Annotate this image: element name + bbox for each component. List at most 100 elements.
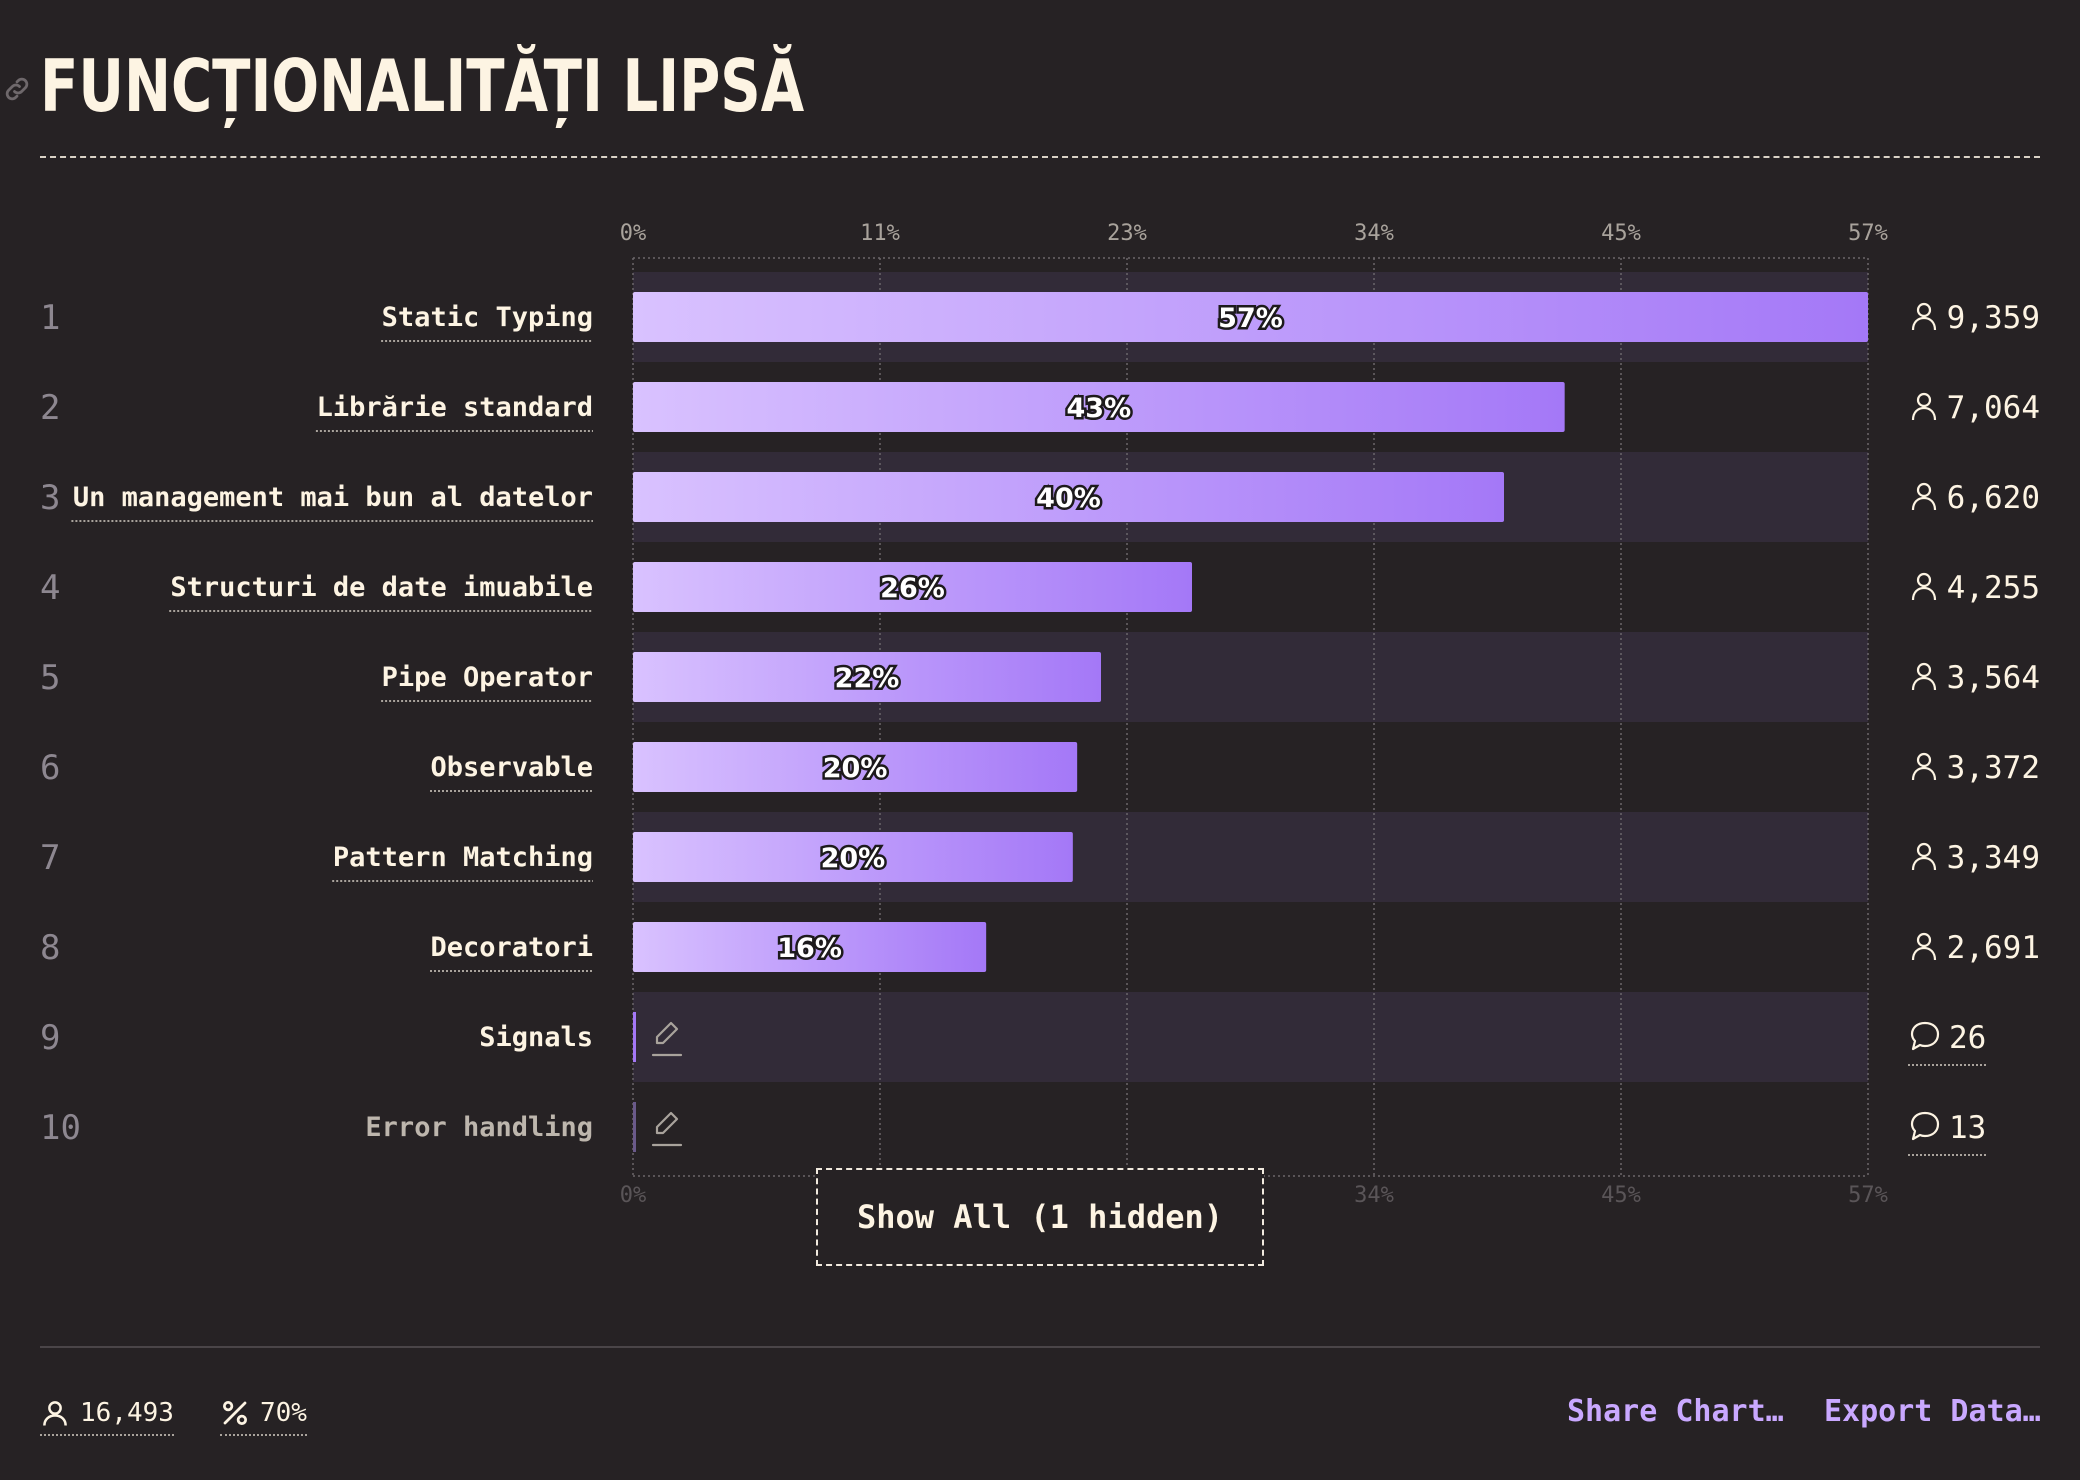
comment-icon[interactable] bbox=[1910, 1021, 1940, 1051]
user-icon-head bbox=[1916, 752, 1932, 768]
row-label[interactable]: Observable bbox=[430, 752, 593, 783]
user-icon-head bbox=[1916, 572, 1932, 588]
bar[interactable] bbox=[633, 742, 1078, 792]
pencil-icon-body bbox=[655, 1021, 679, 1045]
bar[interactable] bbox=[633, 562, 1192, 612]
bar-value-label: 26% bbox=[880, 573, 945, 604]
user-icon bbox=[1911, 302, 1937, 331]
row-label[interactable]: Error handling bbox=[365, 1112, 593, 1143]
x-tick-label-bottom: 0% bbox=[620, 1183, 647, 1208]
bar[interactable] bbox=[633, 292, 1868, 342]
row-stripe bbox=[633, 992, 1868, 1082]
comment-count[interactable]: 13 bbox=[1949, 1110, 1986, 1146]
row-rank: 2 bbox=[40, 388, 60, 428]
bar-value-label: 16% bbox=[777, 933, 842, 964]
bar-chart: 0%0%11%11%23%23%34%34%45%45%57%57% 57%43… bbox=[40, 221, 2040, 1208]
bar-value-label: 40% bbox=[1036, 483, 1101, 514]
user-icon bbox=[1911, 572, 1937, 601]
user-icon bbox=[1911, 842, 1937, 871]
bar[interactable] bbox=[633, 1012, 636, 1062]
pencil-icon[interactable] bbox=[651, 1111, 683, 1147]
user-icon-head bbox=[1916, 482, 1932, 498]
respondents-count: 16,493 bbox=[80, 1398, 174, 1428]
user-icon-head bbox=[1916, 842, 1932, 858]
x-tick-label: 34% bbox=[1354, 221, 1394, 246]
share-chart-button[interactable]: Share Chart… bbox=[1567, 1394, 1784, 1429]
link-icon[interactable] bbox=[2, 74, 32, 104]
user-icon-body bbox=[1911, 406, 1937, 421]
comment-icon-bubble bbox=[1910, 1021, 1940, 1051]
bar[interactable] bbox=[633, 922, 987, 972]
bar[interactable] bbox=[633, 382, 1565, 432]
user-icon-head bbox=[1916, 932, 1932, 948]
row-rank: 6 bbox=[40, 748, 60, 788]
bar[interactable] bbox=[633, 832, 1073, 882]
respondent-count: 3,349 bbox=[1947, 840, 2040, 876]
x-tick-label: 57% bbox=[1848, 221, 1888, 246]
user-icon bbox=[1911, 752, 1937, 781]
user-icon-head bbox=[1916, 662, 1932, 678]
row-rank: 5 bbox=[40, 658, 60, 698]
x-tick-label: 0% bbox=[620, 221, 647, 246]
percent-icon bbox=[223, 1401, 247, 1425]
row-rank: 8 bbox=[40, 928, 60, 968]
comment-icon-bubble bbox=[1910, 1111, 1940, 1141]
pencil-icon[interactable] bbox=[651, 1021, 683, 1057]
percent-stat[interactable]: 70% bbox=[220, 1392, 307, 1436]
row-rank: 4 bbox=[40, 568, 60, 608]
respondent-count: 4,255 bbox=[1947, 570, 2040, 606]
percent-value: 70% bbox=[260, 1398, 307, 1428]
bar-value-label: 22% bbox=[835, 663, 900, 694]
bar[interactable] bbox=[633, 472, 1504, 522]
x-tick-label-bottom: 45% bbox=[1601, 1183, 1641, 1208]
bar-value-label: 57% bbox=[1218, 303, 1283, 334]
row-label[interactable]: Un management mai bun al datelor bbox=[73, 482, 593, 513]
user-icon-body bbox=[1911, 586, 1937, 601]
user-icon-body bbox=[1911, 676, 1937, 691]
respondent-count: 3,372 bbox=[1947, 750, 2040, 786]
pencil-icon-body bbox=[655, 1111, 679, 1135]
user-icon bbox=[1911, 482, 1937, 511]
row-rank: 10 bbox=[40, 1108, 81, 1148]
bar-value-label: 43% bbox=[1067, 393, 1132, 424]
user-icon-body bbox=[1911, 766, 1937, 781]
user-icon bbox=[43, 1401, 67, 1426]
x-tick-label-bottom: 57% bbox=[1848, 1183, 1888, 1208]
x-tick-label-bottom: 34% bbox=[1354, 1183, 1394, 1208]
row-label[interactable]: Structuri de date imuabile bbox=[170, 572, 593, 603]
row-label[interactable]: Librărie standard bbox=[317, 392, 593, 423]
row-label[interactable]: Decoratori bbox=[430, 932, 593, 963]
x-tick-label: 23% bbox=[1107, 221, 1147, 246]
export-data-button[interactable]: Export Data… bbox=[1824, 1394, 2041, 1429]
respondent-count: 2,691 bbox=[1947, 930, 2040, 966]
footer-divider bbox=[40, 1346, 2040, 1348]
user-icon-body bbox=[1911, 856, 1937, 871]
bar[interactable] bbox=[633, 652, 1101, 702]
comment-count[interactable]: 26 bbox=[1949, 1020, 1986, 1056]
user-icon bbox=[1911, 392, 1937, 421]
row-label[interactable]: Pipe Operator bbox=[382, 662, 593, 693]
show-all-button[interactable]: Show All (1 hidden) bbox=[816, 1168, 1264, 1266]
row-rank: 3 bbox=[40, 478, 60, 518]
user-icon bbox=[1911, 662, 1937, 691]
row-label[interactable]: Pattern Matching bbox=[333, 842, 593, 873]
respondent-count: 9,359 bbox=[1947, 300, 2040, 336]
row-label[interactable]: Static Typing bbox=[382, 302, 593, 333]
user-icon-head bbox=[1916, 392, 1932, 408]
chart-title: FUNCȚIONALITĂȚI LIPSĂ bbox=[40, 44, 805, 128]
row-rank: 7 bbox=[40, 838, 60, 878]
bar[interactable] bbox=[633, 1102, 636, 1152]
bar-value-label: 20% bbox=[823, 753, 888, 784]
respondent-count: 3,564 bbox=[1947, 660, 2040, 696]
user-icon-body bbox=[1911, 946, 1937, 961]
respondents-stat[interactable]: 16,493 bbox=[40, 1392, 174, 1436]
user-icon bbox=[1911, 932, 1937, 961]
x-tick-label: 11% bbox=[860, 221, 900, 246]
row-label[interactable]: Signals bbox=[479, 1022, 593, 1053]
comment-icon[interactable] bbox=[1910, 1111, 1940, 1141]
respondent-count: 6,620 bbox=[1947, 480, 2040, 516]
row-rank: 9 bbox=[40, 1018, 60, 1058]
user-icon-body bbox=[1911, 496, 1937, 511]
bar-value-label: 20% bbox=[821, 843, 886, 874]
user-icon-head bbox=[1916, 302, 1932, 318]
